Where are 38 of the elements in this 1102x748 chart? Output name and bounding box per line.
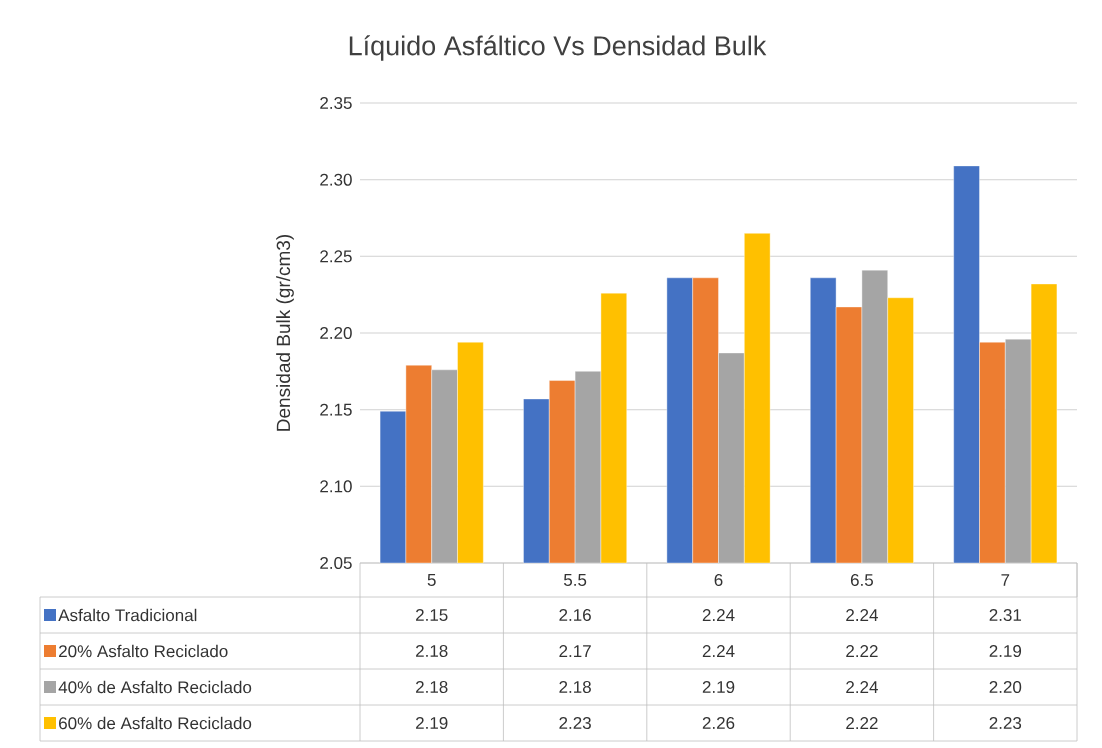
data-label: 2.20 (989, 680, 1022, 694)
legend-label: 60% de Asfalto Reciclado (59, 716, 252, 730)
legend-label: Asfalto Tradicional (58, 608, 197, 622)
data-label: 2.24 (702, 609, 735, 621)
data-label: 2.18 (416, 680, 448, 694)
x-tick-label: 6.5 (850, 573, 873, 587)
y-tick-label: 2.20 (320, 326, 352, 340)
x-tick-label: 6 (714, 573, 723, 587)
data-label: 2.18 (559, 680, 591, 694)
data-label: 2.19 (416, 716, 448, 730)
legend-label: 40% de Asfalto Reciclado (58, 680, 252, 694)
data-label: 2.19 (702, 680, 735, 694)
y-tick-label: 2.05 (320, 556, 352, 570)
data-label: 2.24 (846, 681, 878, 693)
legend-label: 20% Asfalto Reciclado (59, 644, 228, 658)
y-tick-label: 2.25 (320, 250, 352, 263)
y-tick-label: 2.10 (320, 480, 352, 493)
y-tick-label: 2.15 (320, 403, 352, 416)
y-tick-label: 2.30 (320, 173, 352, 186)
data-label: 2.22 (846, 717, 878, 729)
y-tick-label: 2.35 (320, 96, 352, 110)
data-label: 2.16 (559, 608, 591, 622)
data-label: 2.26 (702, 716, 735, 730)
x-tick-label: 7 (1001, 574, 1010, 586)
chart-title: Líquido Asfáltico Vs Densidad Bulk (349, 35, 767, 61)
y-axis-title: Densidad Bulk (gr/cm3) (276, 234, 294, 431)
data-label: 2.15 (416, 608, 448, 622)
x-tick-label: 5 (427, 574, 436, 586)
data-label: 2.23 (559, 716, 591, 730)
data-label: 2.22 (846, 645, 878, 657)
data-label: 2.24 (702, 645, 735, 657)
data-label: 2.23 (989, 716, 1022, 730)
x-tick-label: 5.5 (563, 574, 587, 586)
data-label: 2.17 (559, 645, 591, 657)
data-label: 2.31 (989, 608, 1022, 622)
data-label: 2.18 (416, 644, 448, 658)
data-label: 2.19 (989, 644, 1022, 658)
data-label: 2.24 (846, 609, 878, 621)
